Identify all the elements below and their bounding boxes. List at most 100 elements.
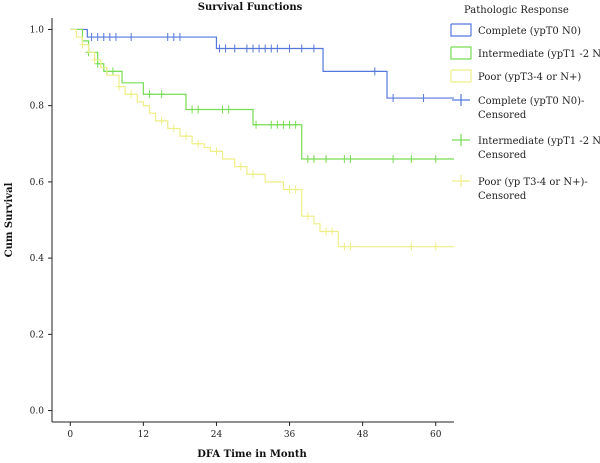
censor-mark-complete (170, 33, 177, 42)
censor-mark-intermediate (310, 155, 317, 164)
censor-mark-poor (91, 55, 98, 64)
censor-mark-intermediate (304, 155, 311, 164)
censor-mark-poor (128, 90, 135, 99)
y-axis-title: Cum Survival (4, 182, 15, 257)
censor-mark-complete (390, 94, 397, 103)
censor-mark-complete (268, 44, 275, 53)
censor-mark-complete (231, 44, 238, 53)
legend-censor-swatch (452, 175, 470, 187)
censor-mark-complete (286, 44, 293, 53)
legend-label: Complete (ypT0 N0)-Censored (478, 96, 584, 121)
legend-label: Poor (ypT3-4 or N+) (478, 72, 581, 83)
x-axis-title: DFA Time in Month (197, 449, 307, 460)
y-tick-label: 0.8 (30, 102, 45, 112)
censor-mark-complete (106, 33, 113, 42)
censor-mark-complete (222, 44, 229, 53)
censor-mark-poor (292, 185, 299, 194)
x-tick-label: 12 (138, 430, 149, 440)
legend-label: Intermediate (ypT1 -2 N0) Censored (478, 136, 600, 161)
y-tick-label: 0.4 (30, 254, 45, 264)
series-layer (70, 28, 454, 251)
legend-line-swatch (450, 24, 471, 37)
y-tick-label: 1.0 (30, 25, 45, 35)
x-tick-label: 24 (211, 430, 223, 440)
censor-mark-complete (112, 33, 119, 42)
censor-mark-intermediate (390, 155, 397, 164)
censor-mark-poor (195, 139, 202, 148)
censor-mark-complete (100, 33, 107, 42)
censor-mark-intermediate (347, 155, 354, 164)
censor-mark-complete (274, 44, 281, 53)
censor-mark-intermediate (274, 120, 281, 129)
legend-line-swatch-top (451, 69, 472, 82)
legend-line-swatch (450, 47, 471, 60)
censor-mark-intermediate (323, 155, 330, 164)
censor-mark-poor (329, 227, 336, 236)
censor-mark-intermediate (341, 155, 348, 164)
censor-mark-poor (347, 242, 354, 251)
censor-mark-complete (176, 33, 183, 42)
censor-mark-complete (298, 44, 305, 53)
censor-mark-poor (79, 40, 86, 49)
censor-mark-complete (243, 44, 250, 53)
censor-mark-intermediate (286, 120, 293, 129)
legend-label: Poor (yp T3-4 or N+)-Censored (478, 177, 588, 202)
series-line-poor (70, 28, 454, 248)
legend-line-swatch (450, 70, 471, 83)
legend-censor-swatch (452, 134, 470, 146)
x-axis-ticks: 0 12 24 36 48 60 (67, 422, 442, 440)
censor-mark-intermediate (158, 90, 165, 99)
censor-mark-complete (128, 33, 135, 42)
censor-mark-intermediate (268, 120, 275, 129)
censor-mark-intermediate (280, 120, 287, 129)
legend-title: Pathologic Response (464, 5, 569, 16)
censor-mark-intermediate (432, 155, 439, 164)
censor-mark-intermediate (109, 67, 116, 76)
x-tick-label: 0 (67, 430, 73, 440)
censor-mark-poor (158, 116, 165, 125)
censor-mark-intermediate (225, 105, 232, 114)
censor-mark-complete (94, 33, 101, 42)
censor-mark-intermediate (408, 155, 415, 164)
censor-mark-complete (164, 33, 171, 42)
censor-mark-poor (408, 242, 415, 251)
legend-label: Intermediate (ypT1 -2 N0) (478, 49, 600, 60)
censor-mark-intermediate (189, 105, 196, 114)
plot-area: 0 12 24 36 48 60 0.0 0.2 0.4 0.6 0.8 1.0 (30, 18, 454, 440)
censor-mark-intermediate (146, 90, 153, 99)
censor-mark-intermediate (195, 105, 202, 114)
censor-mark-complete (310, 44, 317, 53)
censor-mark-complete (216, 44, 223, 53)
censor-mark-poor (213, 147, 220, 156)
censor-mark-poor (432, 242, 439, 251)
legend-label: Complete (ypT0 N0) (478, 26, 581, 37)
censor-mark-poor (323, 227, 330, 236)
y-tick-label: 0.0 (30, 407, 45, 417)
censor-mark-complete (88, 33, 95, 42)
censor-mark-poor (116, 82, 122, 91)
censor-mark-complete (250, 44, 256, 53)
censor-mark-intermediate (292, 120, 299, 129)
legend-censor-swatch (452, 94, 470, 106)
legend-line-swatch-top (451, 46, 472, 59)
legend-line-swatch-top (451, 23, 472, 36)
censor-mark-complete (262, 44, 269, 53)
x-tick-label: 60 (430, 430, 442, 440)
censor-mark-complete (256, 44, 263, 53)
x-tick-label: 48 (357, 430, 369, 440)
censor-mark-intermediate (219, 105, 226, 114)
legend: Pathologic Response Complete (ypT0 N0) In… (450, 5, 600, 202)
censor-mark-poor (341, 242, 348, 251)
censor-mark-poor (170, 124, 177, 133)
censor-mark-poor (237, 162, 244, 171)
chart-title: Survival Functions (198, 2, 303, 13)
censor-mark-poor (183, 132, 189, 141)
censor-mark-intermediate (253, 120, 260, 129)
censor-mark-intermediate (94, 59, 101, 68)
censor-mark-poor (286, 185, 293, 194)
y-tick-label: 0.6 (30, 178, 45, 188)
censor-mark-poor (304, 212, 311, 221)
series-line-intermediate (70, 28, 454, 160)
y-tick-label: 0.2 (30, 330, 44, 340)
